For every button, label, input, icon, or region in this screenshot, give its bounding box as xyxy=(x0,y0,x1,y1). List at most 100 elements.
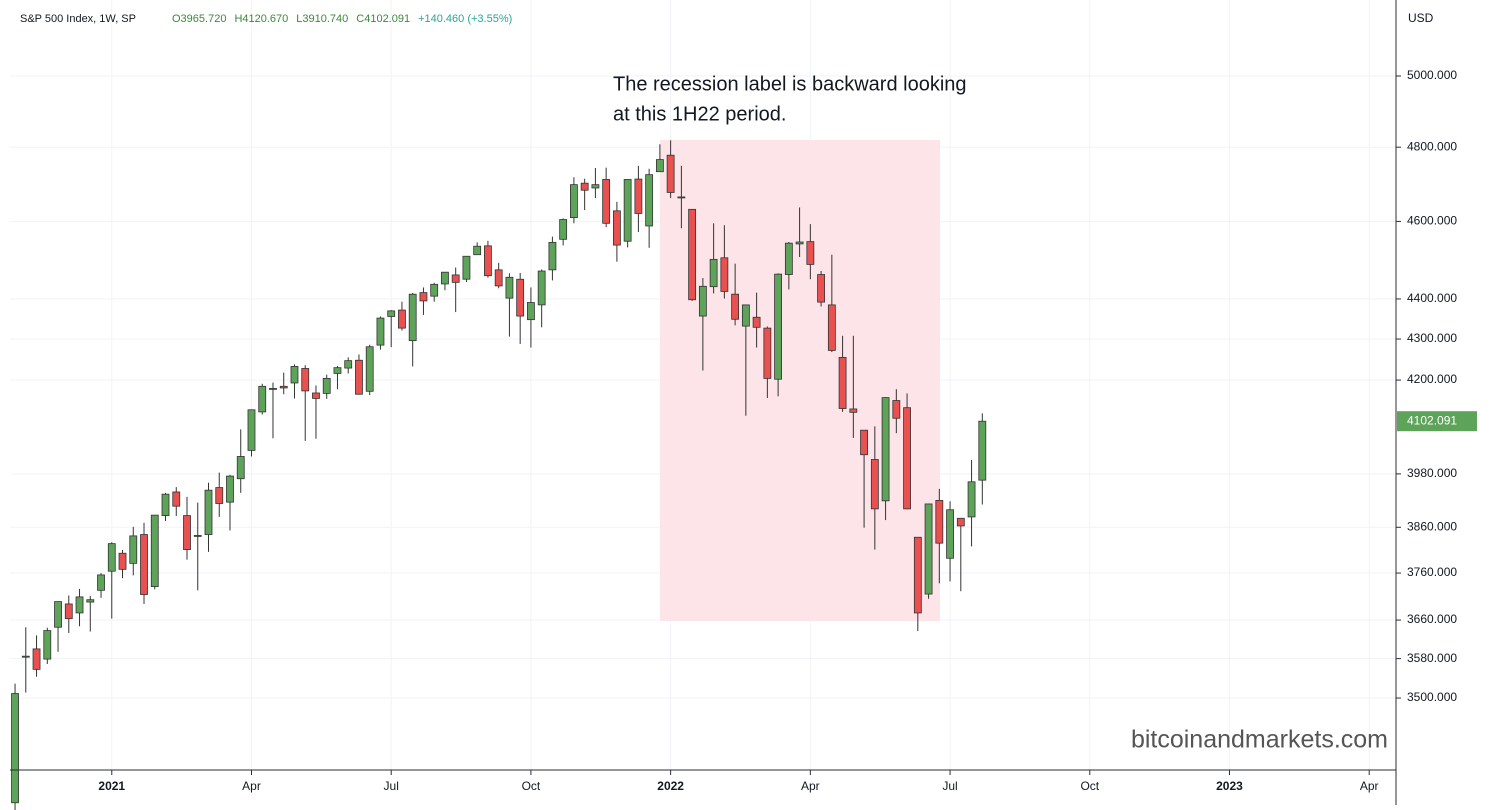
candle-body xyxy=(75,596,84,614)
candle-body xyxy=(956,517,965,527)
y-tick-label: 4200.000 xyxy=(1407,372,1457,386)
candle-body xyxy=(774,273,783,380)
x-tick-label: Apr xyxy=(242,779,261,793)
candle-body xyxy=(666,154,675,193)
header-value: +140.460 (+3.55%) xyxy=(418,13,512,25)
candle-body xyxy=(376,317,385,346)
candle-body xyxy=(430,283,439,297)
candle-body xyxy=(978,420,987,481)
candle-body xyxy=(946,509,954,559)
candle-body xyxy=(892,400,901,419)
candle-body xyxy=(451,274,460,283)
candle-body xyxy=(623,179,632,242)
header-value: C4102.091 xyxy=(356,13,410,25)
candle-body xyxy=(494,269,503,287)
candle-body xyxy=(247,409,256,451)
header-value: L3910.740 xyxy=(296,13,348,25)
candle-body xyxy=(462,255,471,280)
candle-body xyxy=(322,378,331,394)
candle-body xyxy=(140,534,148,595)
candle-body xyxy=(806,241,815,265)
x-tick-label: 2021 xyxy=(98,779,125,793)
candle-body xyxy=(903,407,911,510)
candle-body xyxy=(64,603,73,620)
header-value: H4120.670 xyxy=(234,13,288,25)
candle-body xyxy=(505,276,514,299)
candle-body xyxy=(967,481,976,518)
candle-body xyxy=(645,174,654,227)
candle-body xyxy=(43,630,52,660)
candle-body xyxy=(269,387,277,390)
candle-body xyxy=(204,489,213,535)
candle-body xyxy=(731,293,740,320)
candle-body xyxy=(698,285,707,317)
candle-body xyxy=(21,655,30,658)
y-tick-label: 3580.000 xyxy=(1407,651,1457,665)
candle-body xyxy=(419,292,428,302)
candle-body xyxy=(817,274,825,303)
candle-body xyxy=(344,360,353,369)
y-tick-label: 3500.000 xyxy=(1407,690,1457,704)
candle-body xyxy=(183,515,191,550)
candle-body xyxy=(784,242,793,275)
candle-body xyxy=(118,552,127,570)
candle-body xyxy=(924,503,933,595)
candle-body xyxy=(333,367,342,374)
candle-body xyxy=(720,257,729,292)
candle-body xyxy=(11,693,19,804)
candle-body xyxy=(709,258,718,288)
candle-body xyxy=(290,366,299,384)
x-tick-label: 2022 xyxy=(657,779,684,793)
candle-body xyxy=(827,304,836,351)
candle-body xyxy=(612,210,621,246)
candle-body xyxy=(408,293,417,342)
candle-body xyxy=(54,601,62,628)
candle-body xyxy=(935,499,944,544)
candle-body xyxy=(516,278,525,317)
axes: 3500.000 3580.000 3660.000 3760.000 3860.000… xyxy=(98,68,1477,793)
candle-body xyxy=(580,182,589,191)
candle-body xyxy=(559,219,568,240)
candle-body xyxy=(172,491,181,507)
candle-body xyxy=(193,535,202,537)
candle-body xyxy=(150,514,159,587)
candle-body xyxy=(634,178,643,214)
x-tick-label: Jul xyxy=(384,779,399,793)
candle-body xyxy=(602,179,611,224)
y-tick-label: 4600.000 xyxy=(1407,214,1457,228)
candle-body xyxy=(215,487,224,504)
y-tick-label: 5000.000 xyxy=(1407,68,1457,82)
candles xyxy=(11,140,987,810)
candle-body xyxy=(537,270,546,306)
candle-body xyxy=(387,310,396,317)
y-tick-label: 3660.000 xyxy=(1407,612,1457,626)
y-tick-label: 4800.000 xyxy=(1407,139,1457,153)
x-tick-label: Apr xyxy=(1360,779,1379,793)
chart-title: S&P 500 Index, 1W, SP xyxy=(20,13,136,25)
watermark: bitcoinandmarkets.com xyxy=(1131,726,1388,754)
header-values: O3965.720 H4120.670 L3910.740 C4102.091 +140… xyxy=(172,13,512,25)
candle-body xyxy=(548,241,557,271)
candle-body xyxy=(741,304,750,327)
y-tick-label: 3760.000 xyxy=(1407,565,1457,579)
x-tick-label: Jul xyxy=(942,779,957,793)
candle-body xyxy=(398,309,406,329)
candle-body xyxy=(849,408,858,413)
candle-body xyxy=(763,327,772,379)
candle-body xyxy=(441,271,449,285)
candle-body xyxy=(258,385,267,413)
x-tick-label: 2023 xyxy=(1216,779,1243,793)
last-price-label: 4102.091 xyxy=(1407,413,1457,427)
y-tick-label: 3980.000 xyxy=(1407,466,1457,480)
candle-body xyxy=(107,543,116,572)
candle-body xyxy=(655,159,664,173)
candle-body xyxy=(301,368,310,392)
candle-body xyxy=(795,241,804,245)
candle-body xyxy=(870,459,879,510)
annotation-line: at this 1H22 period. xyxy=(613,103,786,125)
candle-body xyxy=(484,245,492,277)
candle-body xyxy=(838,356,847,409)
x-tick-label: Oct xyxy=(1080,779,1099,793)
candle-body xyxy=(226,475,234,503)
